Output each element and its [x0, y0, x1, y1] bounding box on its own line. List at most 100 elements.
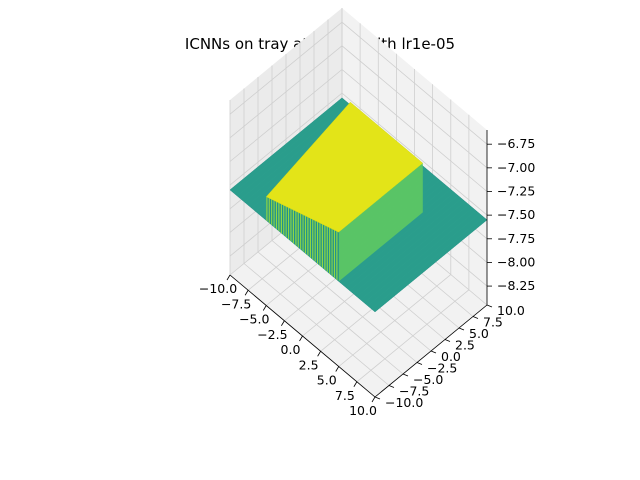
x-tick-label: 0.0	[281, 342, 301, 357]
z-gridline	[229, 68, 488, 192]
x-tick-mark	[335, 366, 340, 372]
surface	[229, 97, 488, 313]
front-wall-stripe	[279, 203, 281, 233]
front-wall-stripe	[295, 210, 297, 246]
tray-mesh-line	[349, 198, 462, 291]
x-tick-label: −7.5	[221, 296, 251, 311]
front-wall-stripe	[275, 201, 278, 230]
x-tick-mark	[281, 320, 285, 326]
front-wall-stripe	[292, 209, 294, 244]
front-wall-stripe	[314, 220, 316, 262]
x-tick-mark	[226, 274, 231, 281]
z-tick-label: −7.50	[497, 207, 535, 222]
front-wall-stripe	[321, 223, 323, 269]
front-wall-stripe	[311, 218, 313, 259]
tray-mesh-line	[237, 103, 350, 197]
front-wall-stripe	[296, 211, 298, 247]
front-wall-stripe	[324, 225, 326, 271]
front-wall-stripe	[302, 214, 304, 252]
front-wall-stripe	[266, 196, 268, 222]
z-tick-label: −6.75	[497, 136, 535, 151]
front-wall-stripe	[320, 223, 322, 268]
front-wall-stripe	[325, 225, 327, 272]
z-tick-label: −7.00	[497, 160, 535, 175]
front-wall-stripe	[278, 202, 280, 232]
y-tick-label: 5.0	[469, 326, 489, 341]
y-tick-mark	[402, 373, 409, 377]
tray-mesh-line	[360, 207, 473, 300]
x-tick-mark	[353, 381, 358, 387]
y-axis-ticks: −10.0−7.5−5.0−2.50.02.55.07.510.0	[374, 303, 525, 410]
front-wall-stripe	[331, 228, 333, 277]
x-tick-label: −10.0	[199, 281, 237, 296]
front-wall-stripe	[304, 215, 307, 254]
front-wall-stripe	[283, 205, 285, 236]
front-wall-stripe	[318, 222, 320, 266]
x-tick-mark	[244, 290, 249, 296]
tray-mesh-line	[345, 195, 459, 288]
y-tick-mark	[388, 385, 395, 388]
y-tick-label: 0.0	[441, 349, 461, 364]
tray-mesh-line	[229, 97, 343, 191]
raised-right-wall	[338, 163, 423, 282]
y-gridline	[257, 77, 404, 375]
x-tick-label: 10.0	[349, 403, 377, 418]
x-tick-mark	[317, 351, 321, 357]
front-wall-stripe	[335, 230, 337, 280]
front-wall-stripe	[288, 207, 290, 240]
front-wall-stripe	[272, 199, 274, 227]
front-wall-stripe	[286, 206, 288, 239]
front-wall-stripe	[317, 221, 319, 265]
tray-mesh-line	[233, 100, 346, 194]
y-tick-label: −7.5	[399, 384, 429, 399]
y-tick-label: 10.0	[497, 303, 525, 318]
tray-mesh-line	[371, 216, 484, 309]
y-tick-mark	[472, 316, 479, 319]
front-wall-stripe	[336, 231, 338, 281]
front-wall-stripe	[282, 204, 284, 235]
front-wall-stripe	[274, 200, 276, 229]
front-wall-stripe	[327, 226, 330, 274]
tray-mesh-line	[342, 192, 455, 285]
front-wall-stripe	[315, 220, 317, 264]
y-tick-mark	[430, 350, 437, 354]
y-gridline	[271, 65, 418, 363]
z-gridline	[229, 21, 488, 145]
front-wall-stripe	[329, 227, 331, 275]
z-tick-label: −8.25	[497, 278, 535, 293]
front-wall-stripe	[306, 216, 308, 255]
x-tick-label: 5.0	[317, 373, 337, 388]
front-wall-stripe	[294, 210, 296, 245]
front-wall-stripe	[267, 197, 269, 223]
tray-mesh-line	[374, 219, 488, 313]
front-wall-stripe	[337, 231, 339, 282]
front-wall-stripe	[319, 222, 321, 267]
tray-mesh-line	[353, 201, 466, 294]
y-tick-mark	[416, 362, 423, 365]
y-gridline	[243, 88, 390, 386]
front-wall-stripe	[268, 197, 270, 224]
front-wall-stripe	[280, 203, 282, 234]
y-tick-mark	[374, 396, 381, 400]
front-wall-stripe	[298, 212, 301, 249]
front-wall-stripe	[309, 218, 311, 258]
front-wall-stripe	[332, 229, 334, 278]
y-tick-label: −10.0	[385, 395, 423, 410]
y-tick-label: 2.5	[455, 338, 475, 353]
front-wall-stripe	[307, 216, 309, 256]
z-tick-label: −7.75	[497, 231, 535, 246]
front-wall-stripe	[323, 224, 325, 270]
y-tick-label: −2.5	[427, 361, 457, 376]
x-tick-mark	[371, 396, 376, 403]
front-wall-stripe	[333, 229, 336, 279]
front-wall-stripe	[277, 202, 279, 231]
front-wall-stripe	[273, 200, 275, 228]
z-gridline	[229, 92, 488, 216]
front-wall-stripe	[284, 205, 286, 237]
x-tick-label: 2.5	[299, 357, 319, 372]
y-tick-label: 7.5	[483, 315, 503, 330]
front-wall-stripe	[300, 213, 302, 250]
y-tick-mark	[444, 339, 451, 342]
z-axis-ticks: −8.25 −8.00 −7.75 −7.50 −7.25 −7.00 −6.75	[487, 136, 535, 293]
